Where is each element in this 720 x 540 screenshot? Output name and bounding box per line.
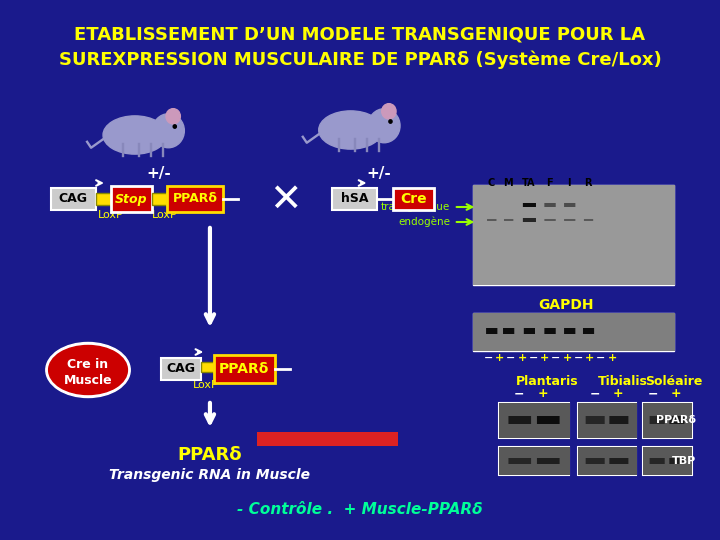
Text: TA: TA bbox=[522, 178, 536, 188]
Text: −: − bbox=[589, 387, 600, 400]
Ellipse shape bbox=[46, 342, 130, 397]
Text: −: − bbox=[647, 387, 658, 400]
Text: PPARδ: PPARδ bbox=[173, 192, 217, 206]
Text: Muscle: Muscle bbox=[63, 374, 112, 387]
FancyBboxPatch shape bbox=[161, 358, 201, 380]
FancyBboxPatch shape bbox=[96, 193, 111, 205]
FancyBboxPatch shape bbox=[472, 313, 674, 351]
Text: LoxP: LoxP bbox=[193, 380, 219, 390]
Text: +: + bbox=[585, 353, 595, 363]
FancyBboxPatch shape bbox=[643, 403, 692, 438]
Text: +/-: +/- bbox=[366, 166, 391, 181]
Text: −: − bbox=[552, 353, 561, 363]
Text: R: R bbox=[584, 178, 592, 188]
Text: −: − bbox=[506, 353, 516, 363]
Text: Cre in: Cre in bbox=[68, 359, 109, 372]
FancyBboxPatch shape bbox=[257, 432, 397, 446]
Text: GAPDH: GAPDH bbox=[539, 298, 594, 312]
Text: LoxP: LoxP bbox=[152, 210, 178, 220]
Text: hSA: hSA bbox=[341, 192, 368, 206]
FancyBboxPatch shape bbox=[577, 403, 636, 438]
Text: LoxP: LoxP bbox=[98, 210, 123, 220]
FancyBboxPatch shape bbox=[152, 193, 167, 205]
Text: Stop: Stop bbox=[115, 192, 148, 206]
Text: TBP: TBP bbox=[672, 456, 696, 466]
Text: F: F bbox=[546, 178, 553, 188]
Text: −: − bbox=[596, 353, 606, 363]
Text: −: − bbox=[484, 353, 493, 363]
Text: M: M bbox=[503, 178, 513, 188]
Text: +: + bbox=[538, 387, 548, 400]
Text: SUREXPRESSION MUSCULAIRE DE PPARδ (Système Cre/Lox): SUREXPRESSION MUSCULAIRE DE PPARδ (Systè… bbox=[58, 51, 662, 69]
Text: - Contrôle .  + Muscle-PPARδ: - Contrôle . + Muscle-PPARδ bbox=[237, 503, 483, 517]
Circle shape bbox=[382, 104, 396, 119]
FancyBboxPatch shape bbox=[472, 185, 674, 285]
Text: +: + bbox=[495, 353, 505, 363]
Text: −: − bbox=[574, 353, 583, 363]
Text: +: + bbox=[518, 353, 527, 363]
Text: Transgenic RNA in Muscle: Transgenic RNA in Muscle bbox=[109, 468, 310, 482]
FancyBboxPatch shape bbox=[111, 186, 152, 212]
Ellipse shape bbox=[49, 346, 127, 395]
FancyBboxPatch shape bbox=[214, 355, 274, 383]
Text: +: + bbox=[608, 353, 617, 363]
Text: +: + bbox=[671, 387, 681, 400]
Text: C: C bbox=[487, 178, 495, 188]
Text: I: I bbox=[567, 178, 571, 188]
FancyBboxPatch shape bbox=[499, 403, 569, 438]
Text: Tibialis: Tibialis bbox=[598, 375, 647, 388]
FancyBboxPatch shape bbox=[643, 447, 692, 475]
Ellipse shape bbox=[319, 111, 382, 149]
Text: +: + bbox=[540, 353, 549, 363]
FancyBboxPatch shape bbox=[332, 188, 377, 210]
FancyBboxPatch shape bbox=[499, 447, 569, 475]
Text: Plantaris: Plantaris bbox=[516, 375, 579, 388]
Text: +/-: +/- bbox=[146, 166, 171, 181]
FancyBboxPatch shape bbox=[577, 447, 636, 475]
Text: CAG: CAG bbox=[58, 192, 88, 206]
Circle shape bbox=[166, 109, 180, 124]
FancyBboxPatch shape bbox=[50, 188, 96, 210]
Text: +: + bbox=[562, 353, 572, 363]
Text: PPARδ: PPARδ bbox=[178, 446, 242, 464]
FancyBboxPatch shape bbox=[201, 362, 214, 372]
Text: ✕: ✕ bbox=[269, 181, 301, 219]
Text: Soléaire: Soléaire bbox=[646, 375, 703, 388]
FancyBboxPatch shape bbox=[393, 188, 434, 210]
Text: PPARδ: PPARδ bbox=[218, 362, 269, 376]
Circle shape bbox=[153, 114, 184, 148]
Ellipse shape bbox=[103, 116, 167, 154]
Text: Cre: Cre bbox=[400, 192, 427, 206]
Text: +: + bbox=[613, 387, 624, 400]
Text: endogène: endogène bbox=[398, 217, 450, 227]
Circle shape bbox=[174, 125, 176, 128]
Text: −: − bbox=[514, 387, 525, 400]
Circle shape bbox=[368, 109, 400, 143]
Text: ETABLISSEMENT D’UN MODELE TRANSGENIQUE POUR LA: ETABLISSEMENT D’UN MODELE TRANSGENIQUE P… bbox=[74, 26, 646, 44]
Text: CAG: CAG bbox=[166, 362, 195, 375]
FancyBboxPatch shape bbox=[167, 186, 223, 212]
Text: −: − bbox=[528, 353, 538, 363]
Circle shape bbox=[389, 120, 392, 123]
Text: transgenique: transgenique bbox=[381, 202, 450, 212]
Text: PPARδ: PPARδ bbox=[656, 415, 696, 425]
